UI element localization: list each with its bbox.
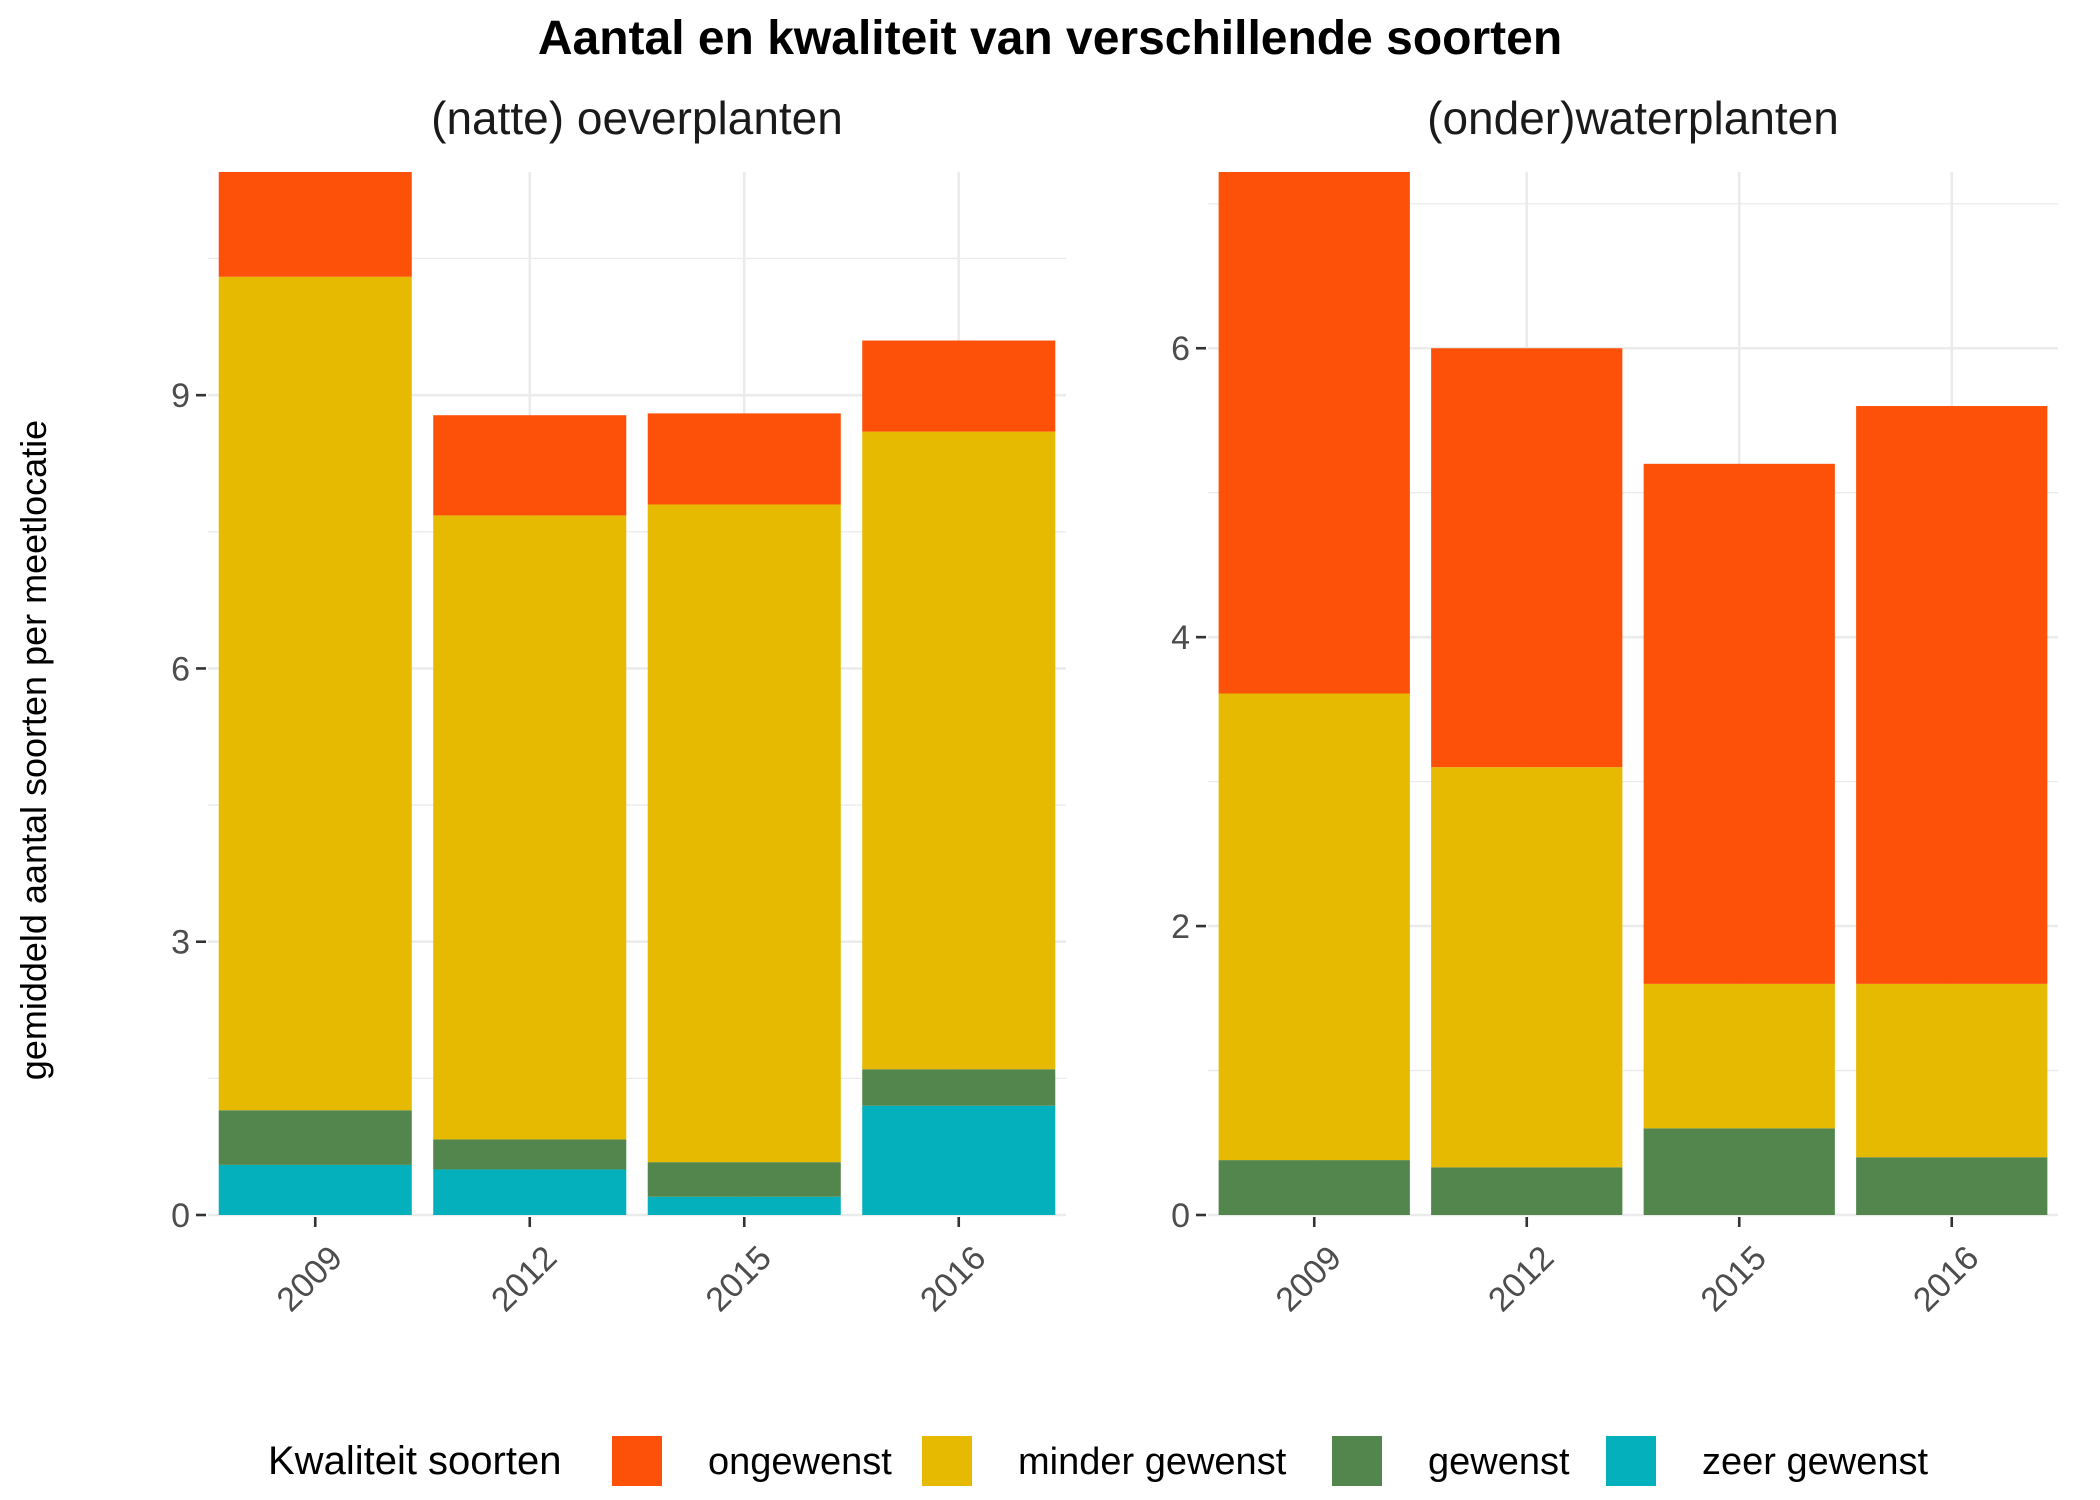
bar-segment-gewenst-2012 (433, 1139, 627, 1170)
panel-1: (natte) oeverplanten 0 3 6 9 2009 2012 2015 2016 (171, 92, 1066, 1319)
chart-panels: (natte) oeverplanten 0 3 6 9 2009 2012 2015 2016… (171, 92, 2058, 1319)
x-tick-label: 2015 (699, 1239, 779, 1319)
bar-segment-gewenst-2016 (1856, 1157, 2048, 1215)
bar-segment-zeer-gewenst-2009 (218, 1164, 412, 1215)
bar-segment-zeer-gewenst-2012 (433, 1169, 627, 1215)
y-tick-label: 6 (1171, 330, 1190, 368)
bar-segment-gewenst-2012 (1431, 1167, 1623, 1215)
bar-segment-zeer-gewenst-2015 (647, 1196, 841, 1215)
legend-label: minder gewenst (1018, 1441, 1287, 1483)
y-tick-label: 0 (1171, 1197, 1190, 1235)
bar-segment-minder-gewenst-2016 (862, 431, 1056, 1070)
bar-segment-minder-gewenst-2012 (433, 515, 627, 1140)
bar-segment-minder-gewenst-2015 (1643, 983, 1835, 1129)
panel-title: (onder)waterplanten (1427, 92, 1839, 144)
y-tick-label: 2 (1171, 908, 1190, 946)
y-tick-label: 4 (1171, 619, 1190, 657)
legend-label: gewenst (1428, 1441, 1570, 1483)
bar-segment-minder-gewenst-2009 (1218, 693, 1410, 1161)
bar-segment-ongewenst-2015 (647, 413, 841, 505)
y-tick-label: 6 (171, 650, 190, 688)
x-tick-label: 2016 (913, 1239, 993, 1319)
bar-segment-ongewenst-2012 (433, 415, 627, 516)
legend-key-minder-gewenst (922, 1436, 972, 1486)
bar-segment-ongewenst-2016 (862, 340, 1056, 432)
y-axis-label: gemiddeld aantal soorten per meetlocatie (13, 420, 54, 1080)
x-tick-label: 2016 (1906, 1239, 1986, 1319)
legend-key-gewenst (1332, 1436, 1382, 1486)
legend-key-ongewenst (612, 1436, 662, 1486)
bar-segment-ongewenst-2009 (1218, 172, 1410, 694)
legend-title: Kwaliteit soorten (268, 1439, 561, 1483)
x-tick-label: 2009 (270, 1239, 350, 1319)
bar-segment-gewenst-2015 (1643, 1128, 1835, 1215)
bar-segment-ongewenst-2015 (1643, 463, 1835, 984)
bar-segment-minder-gewenst-2009 (218, 276, 412, 1111)
bar-segment-gewenst-2016 (862, 1069, 1056, 1106)
x-tick-label: 2012 (484, 1239, 564, 1319)
y-tick-label: 0 (171, 1197, 190, 1235)
x-tick-label: 2015 (1694, 1239, 1774, 1319)
legend-label: zeer gewenst (1702, 1441, 1928, 1483)
main-title: Aantal en kwaliteit van verschillende so… (538, 12, 1562, 65)
legend-label: ongewenst (708, 1441, 892, 1483)
legend-key-zeer-gewenst (1606, 1436, 1656, 1486)
bar-segment-gewenst-2015 (647, 1162, 841, 1197)
legend: Kwaliteit soorten ongewenst minder gewens… (268, 1436, 1928, 1486)
bar-segment-minder-gewenst-2015 (647, 504, 841, 1163)
x-tick-label: 2012 (1481, 1239, 1561, 1319)
bar-segment-minder-gewenst-2012 (1431, 767, 1623, 1168)
x-tick-label: 2009 (1269, 1239, 1349, 1319)
y-tick-label: 3 (171, 924, 190, 962)
panel-2: (onder)waterplanten 0 2 4 6 2009 2012 2015 2016 (1171, 92, 2058, 1319)
y-tick-label: 9 (171, 377, 190, 415)
panel-title: (natte) oeverplanten (431, 92, 843, 144)
bar-segment-ongewenst-2016 (1856, 406, 2048, 984)
bar-segment-zeer-gewenst-2016 (862, 1105, 1056, 1215)
bar-segment-gewenst-2009 (1218, 1160, 1410, 1215)
bar-segment-ongewenst-2009 (218, 172, 412, 277)
bar-segment-ongewenst-2012 (1431, 348, 1623, 768)
bar-segment-gewenst-2009 (218, 1110, 412, 1165)
bar-segment-minder-gewenst-2016 (1856, 983, 2048, 1158)
